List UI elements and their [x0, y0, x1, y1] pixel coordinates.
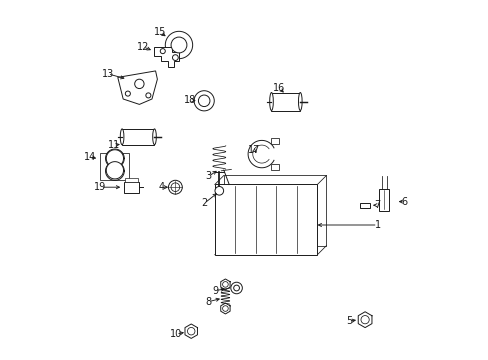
Text: 14: 14	[83, 152, 96, 162]
Text: 11: 11	[108, 140, 120, 150]
Polygon shape	[106, 150, 123, 167]
Bar	[124, 178, 137, 182]
Polygon shape	[153, 47, 179, 67]
Bar	[271, 138, 279, 144]
Ellipse shape	[152, 129, 156, 145]
Text: 5: 5	[345, 316, 351, 326]
Text: 6: 6	[401, 197, 407, 207]
Text: 17: 17	[247, 145, 260, 156]
Circle shape	[160, 49, 165, 54]
Text: 10: 10	[170, 329, 182, 339]
Text: 7: 7	[374, 200, 380, 210]
Text: 19: 19	[94, 182, 106, 192]
Circle shape	[168, 180, 182, 194]
Circle shape	[233, 285, 239, 291]
Circle shape	[145, 93, 151, 98]
Circle shape	[134, 79, 144, 89]
Circle shape	[187, 328, 195, 335]
Circle shape	[215, 186, 223, 195]
Text: 13: 13	[102, 69, 114, 79]
Circle shape	[222, 306, 228, 311]
Circle shape	[171, 183, 179, 192]
Ellipse shape	[269, 93, 273, 111]
Text: 4: 4	[158, 182, 164, 192]
Circle shape	[360, 316, 368, 324]
Bar	[360, 203, 369, 208]
Circle shape	[171, 37, 186, 53]
Circle shape	[125, 91, 130, 96]
Text: 2: 2	[201, 198, 207, 208]
Polygon shape	[214, 184, 317, 255]
Circle shape	[230, 282, 242, 294]
Bar	[123, 182, 139, 193]
Bar	[122, 129, 154, 145]
Text: 16: 16	[273, 83, 285, 93]
Circle shape	[194, 91, 214, 111]
Circle shape	[172, 55, 178, 60]
Text: 12: 12	[137, 42, 149, 52]
Circle shape	[198, 95, 209, 107]
Ellipse shape	[298, 93, 302, 111]
Bar	[101, 153, 129, 180]
Ellipse shape	[120, 129, 123, 145]
Bar	[271, 93, 300, 111]
Text: 18: 18	[184, 95, 196, 105]
Bar	[271, 164, 279, 170]
Circle shape	[165, 31, 192, 59]
Text: 8: 8	[205, 297, 211, 307]
Polygon shape	[118, 71, 157, 104]
Polygon shape	[106, 162, 123, 179]
Text: 1: 1	[374, 220, 380, 230]
Text: 3: 3	[205, 171, 211, 181]
Circle shape	[222, 282, 228, 287]
Text: 9: 9	[211, 285, 218, 296]
Bar	[378, 189, 388, 211]
Text: 15: 15	[153, 27, 166, 37]
